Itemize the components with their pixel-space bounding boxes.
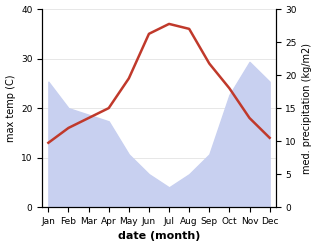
Y-axis label: max temp (C): max temp (C) — [5, 74, 16, 142]
X-axis label: date (month): date (month) — [118, 231, 200, 242]
Y-axis label: med. precipitation (kg/m2): med. precipitation (kg/m2) — [302, 43, 313, 174]
